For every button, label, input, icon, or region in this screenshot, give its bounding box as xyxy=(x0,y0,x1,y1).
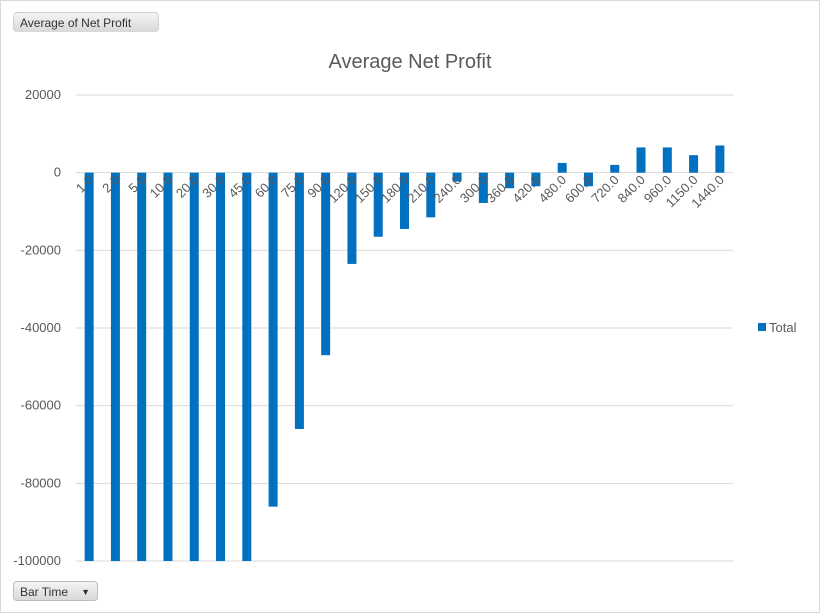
y-tick-label: -40000 xyxy=(21,320,61,335)
bar xyxy=(347,172,357,264)
bar xyxy=(321,172,331,356)
bar-series xyxy=(84,145,725,561)
x-tick-label: 720.0 xyxy=(588,172,622,206)
axis-field-label: Bar Time xyxy=(20,585,69,599)
x-tick-label: 840.0 xyxy=(615,172,649,206)
bar xyxy=(662,147,672,173)
bar xyxy=(505,172,515,189)
bar xyxy=(189,172,199,561)
bar xyxy=(137,172,147,561)
bar xyxy=(216,172,226,561)
y-tick-label: -20000 xyxy=(21,242,61,257)
bar xyxy=(110,172,120,561)
bar xyxy=(84,172,94,561)
bar xyxy=(400,172,409,229)
axis-field-button[interactable]: Bar Time ▼ xyxy=(13,581,98,601)
x-tick-label: 480.0 xyxy=(536,172,570,206)
bar xyxy=(426,172,436,218)
legend-label: Total xyxy=(769,320,797,335)
bar xyxy=(294,172,304,429)
legend: Total xyxy=(758,320,797,335)
bar xyxy=(636,147,646,173)
y-tick-label: 20000 xyxy=(25,87,61,102)
y-tick-label: -60000 xyxy=(21,398,61,413)
bar xyxy=(268,172,278,507)
bar xyxy=(557,162,567,173)
bar xyxy=(689,155,699,173)
y-tick-label: -100000 xyxy=(13,553,61,568)
gridlines xyxy=(76,94,733,562)
bar xyxy=(478,172,488,203)
y-tick-label: -80000 xyxy=(21,475,61,490)
dropdown-arrow-icon: ▼ xyxy=(81,587,90,597)
bar xyxy=(531,172,541,187)
y-tick-label: 0 xyxy=(54,165,61,180)
bar xyxy=(452,172,462,182)
bar xyxy=(373,172,383,237)
bar xyxy=(715,145,725,173)
value-field-button[interactable]: Average of Net Profit xyxy=(13,12,159,32)
chart-title: Average Net Profit xyxy=(328,51,491,73)
bar xyxy=(583,172,593,187)
bar xyxy=(242,172,252,561)
bar xyxy=(610,164,620,173)
legend-swatch xyxy=(758,323,766,331)
y-axis-ticks: 20000 0 -20000 -40000 -60000 -80000 -100000 xyxy=(13,87,61,568)
bar xyxy=(163,172,173,561)
